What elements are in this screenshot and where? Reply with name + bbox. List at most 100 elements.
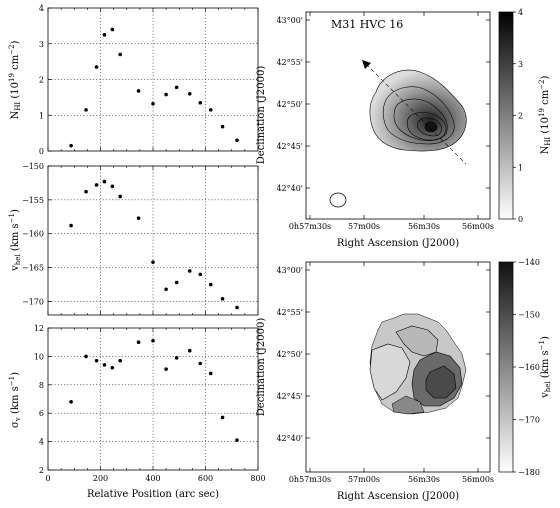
x-tick-label: 200 [93,474,108,483]
map-nhi-y-label: Declination (J2000) [256,66,267,165]
map-x-tick-label: 57m00s [348,222,380,231]
data-point [187,269,192,273]
data-point [235,438,239,442]
data-point [118,358,122,363]
map-y-tick-label: 43°00' [276,16,303,25]
x-axis-label: Relative Position (arc sec) [87,489,219,500]
map-x-tick-label: 0h57m30s [289,475,331,484]
map-y-tick-label: 42°50' [276,100,303,109]
data-point [174,356,179,360]
map-nhi-x-label: Right Ascension (J2000) [337,238,459,249]
x-tick-label: 600 [198,474,213,483]
data-point [174,85,179,90]
data-point [187,92,192,96]
y-tick-label: 6 [39,409,44,418]
data-point [136,89,141,93]
y-tick-label: 8 [39,381,44,390]
map-x-tick-label: 56m00s [462,222,494,231]
data-point [187,348,192,353]
data-point [110,27,115,32]
map-x-tick-label: 56m30s [408,475,440,484]
map-x-tick-label: 57m00s [348,475,380,484]
data-point [69,223,73,228]
y-tick-label: −150 [22,162,44,171]
map-vhel-x-label: Right Ascension (J2000) [337,491,459,502]
slice-arrow-icon [362,60,371,69]
data-point [151,260,155,264]
data-point [136,216,141,220]
data-point [174,280,179,285]
colorbar-tick-label: −140 [518,258,540,267]
data-point [84,354,88,359]
map-x-tick-label: 56m00s [462,475,494,484]
data-point [198,361,203,366]
x-tick-label: 800 [250,474,265,483]
colorbar-tick-label: 3 [518,60,523,69]
data-point [84,108,88,112]
colorbar-tick-label: 4 [518,8,523,17]
data-point [84,189,88,194]
vhel-map-image [369,313,467,415]
panel-nhi-profile: 0 1 2 3 4 NHI (1019 cm−2) [8,4,259,156]
map-x-tick-label: 56m30s [408,222,440,231]
map-y-tick-label: 42°40' [276,184,303,193]
map-y-tick-label: 42°50' [276,350,303,359]
slice-line [365,63,467,165]
data-point [136,340,141,345]
data-point [198,100,203,105]
x-tick-label: 400 [145,474,160,483]
map-nhi-panel: M31 HVC 16 0h57m30s 57m00s 56m30s 56m00s 43°… [256,8,552,249]
y-tick-label: 10 [34,352,44,361]
colorbar-vhel [498,261,514,473]
data-point [94,358,99,363]
data-point [164,367,168,371]
map-x-tick-label: 0h57m30s [289,222,331,231]
data-point [151,338,155,343]
panel-vhel-profile: −150 −155 −160 −165 −170 vhel (km s−1) [8,162,259,316]
map-y-tick-label: 42°55' [276,58,303,67]
data-point [110,184,115,189]
data-point [69,143,73,148]
map-title: M31 HVC 16 [331,18,403,31]
y-axis-label-vhel: vhel (km s−1) [8,209,22,272]
data-point [208,282,213,287]
data-point [110,365,115,370]
data-point [235,305,239,310]
y-tick-label: −155 [22,196,44,205]
colorbar-tick-label: 0 [518,215,523,224]
data-point [118,52,122,57]
y-tick-label: 2 [39,466,44,475]
y-tick-label: 0 [39,147,44,156]
y-tick-label: −170 [22,297,44,306]
colorbar-vhel-label: vhel (km s−1) [538,336,552,399]
data-point [102,33,107,37]
data-point [208,371,213,376]
colorbar-tick-label: 2 [518,112,523,121]
colorbar-tick-label: −180 [518,468,540,477]
y-tick-label: 3 [39,40,44,49]
map-y-tick-label: 42°40' [276,434,303,443]
map-y-tick-label: 42°45' [276,142,303,151]
y-tick-label: 4 [39,4,44,13]
y-tick-label: −160 [22,230,44,239]
data-point [235,138,239,143]
y-tick-label: 12 [34,324,44,333]
colorbar-tick-label: −170 [518,416,540,425]
map-vhel-y-label: Declination (J2000) [256,318,267,417]
map-y-tick-label: 43°00' [276,266,303,275]
y-tick-label: 4 [39,438,44,447]
y-tick-label: −165 [22,264,44,273]
y-tick-label: 1 [39,111,44,120]
map-y-tick-label: 42°55' [276,308,303,317]
data-point [220,124,225,129]
data-point [208,108,213,112]
colorbar-tick-label: −150 [518,311,540,320]
y-tick-label: 2 [39,76,44,85]
data-point [94,183,99,187]
data-point [220,415,225,420]
data-point [164,287,168,292]
colorbar-tick-label: −160 [518,363,540,372]
y-axis-label-sigma: σv (km s−1) [8,372,22,428]
map-vhel-panel: 0h57m30s 57m00s 56m30s 56m00s 43°00' 42°55' 42… [256,258,552,502]
